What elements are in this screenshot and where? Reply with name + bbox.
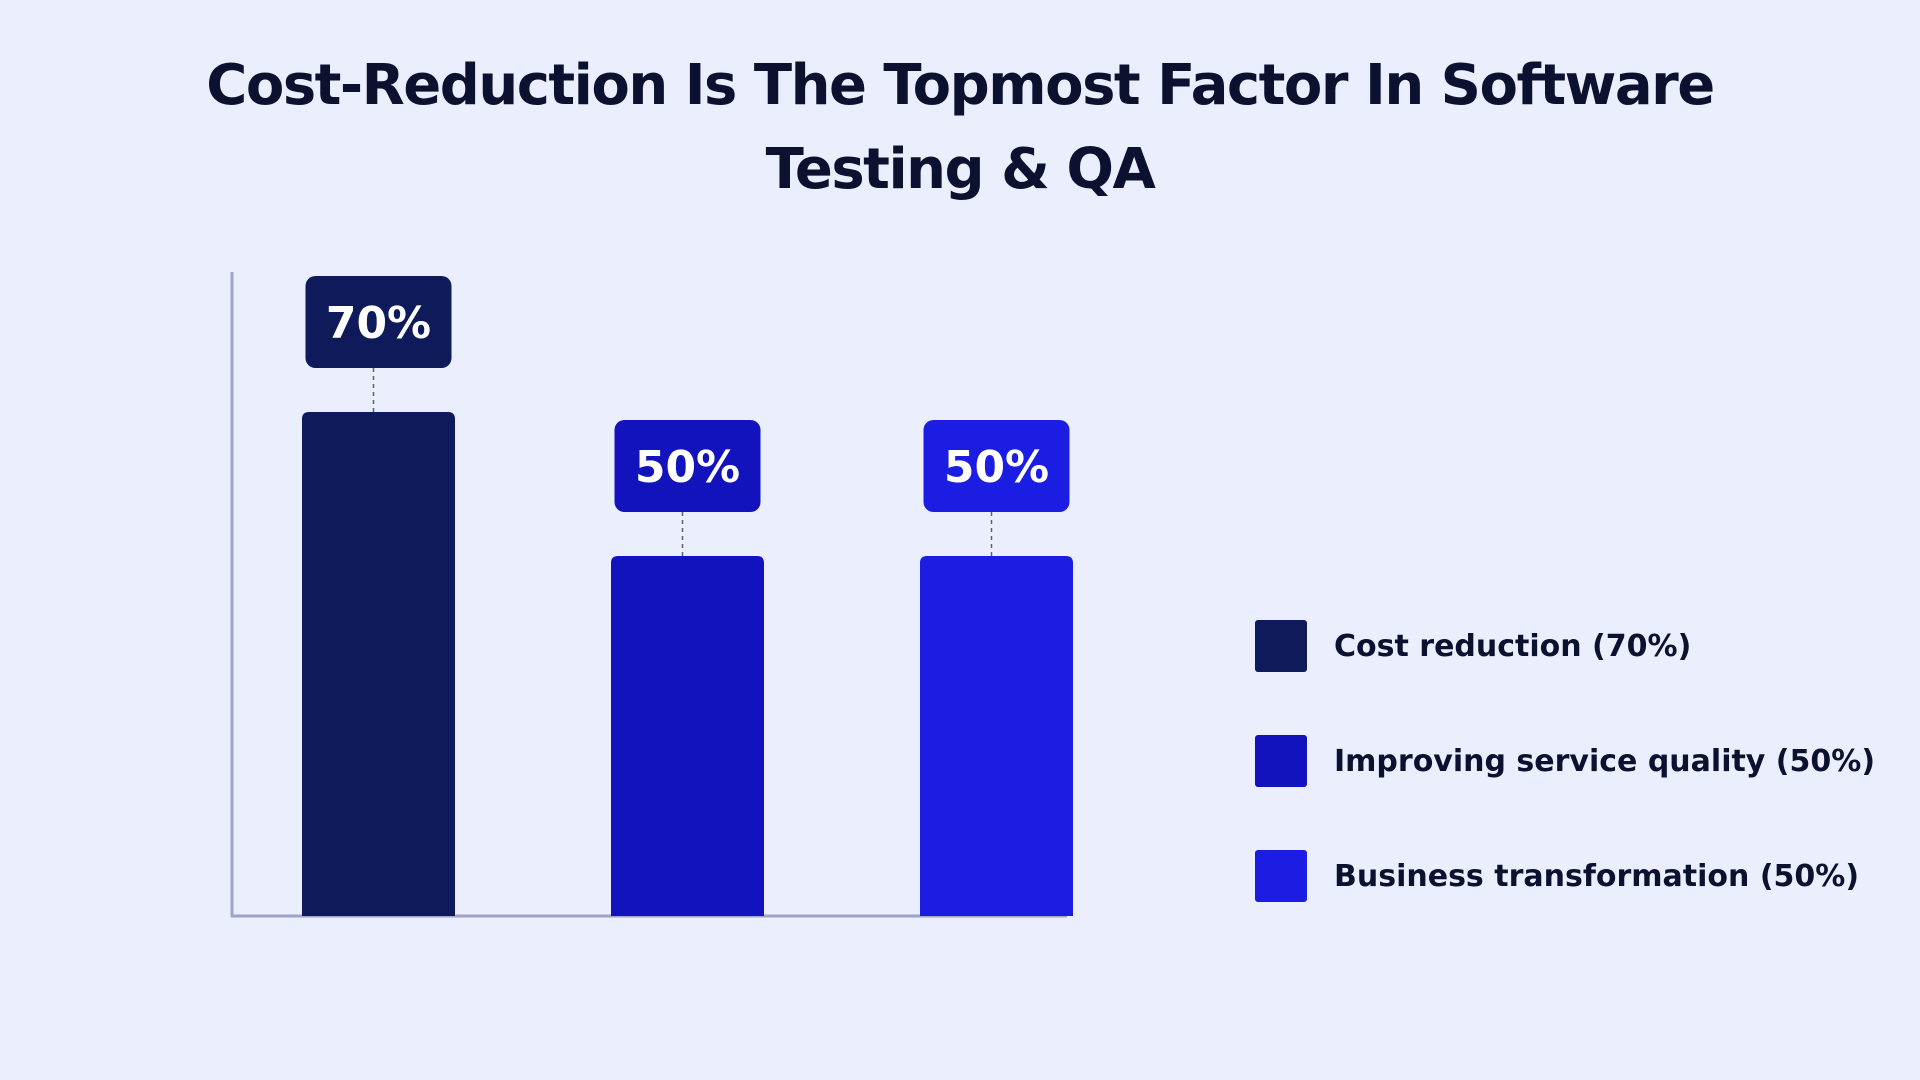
legend-swatch-business-transformation xyxy=(1255,850,1307,902)
bar-business-transformation xyxy=(920,556,1073,916)
chart-legend: Cost reduction (70%) Improving service q… xyxy=(1255,620,1895,965)
value-label-business-transformation: 50% xyxy=(944,442,1049,493)
value-label-box-improving-service-quality xyxy=(614,420,761,512)
legend-label-cost-reduction: Cost reduction (70%) xyxy=(1334,629,1692,664)
legend-swatch-improving-service-quality xyxy=(1255,735,1307,787)
chart-title: Cost-Reduction Is The Topmost Factor In … xyxy=(160,44,1760,212)
bar-improving-service-quality xyxy=(611,556,764,916)
value-label-box-cost-reduction xyxy=(305,276,452,368)
legend-label-business-transformation: Business transformation (50%) xyxy=(1334,859,1860,894)
value-label-improving-service-quality: 50% xyxy=(635,442,740,493)
legend-item-improving-service-quality: Improving service quality (50%) xyxy=(1255,735,1895,789)
legend-item-business-transformation: Business transformation (50%) xyxy=(1255,850,1895,904)
legend-item-cost-reduction: Cost reduction (70%) xyxy=(1255,620,1895,674)
value-label-cost-reduction: 70% xyxy=(326,298,431,349)
legend-label-improving-service-quality: Improving service quality (50%) xyxy=(1334,744,1876,779)
value-label-box-business-transformation xyxy=(923,420,1070,512)
bar-cost-reduction xyxy=(302,412,455,916)
legend-swatch-cost-reduction xyxy=(1255,620,1307,672)
chart-title-line-2: Testing & QA xyxy=(765,137,1156,202)
chart-title-line-1: Cost-Reduction Is The Topmost Factor In … xyxy=(206,53,1715,118)
